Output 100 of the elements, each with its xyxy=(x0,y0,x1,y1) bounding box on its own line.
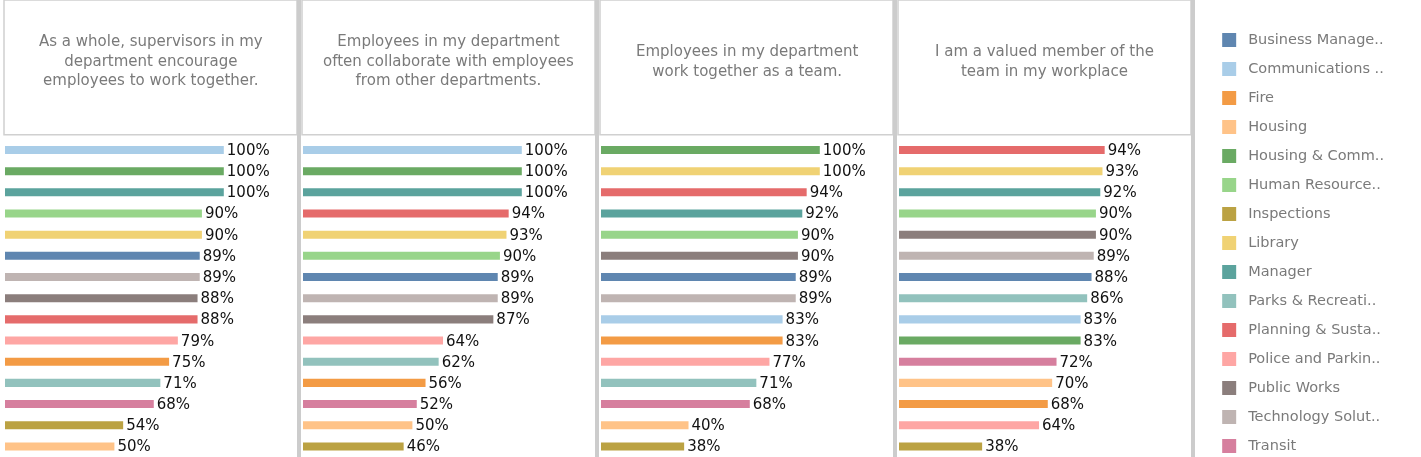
bar xyxy=(601,230,798,239)
bar xyxy=(601,294,796,303)
data-label: 88% xyxy=(200,289,234,308)
data-label: 75% xyxy=(172,352,206,371)
data-label: 56% xyxy=(428,373,462,392)
data-label: 68% xyxy=(156,395,191,414)
bar xyxy=(601,400,750,409)
bar xyxy=(5,378,161,387)
chart-title: Employees in my department work together as a team. xyxy=(636,42,859,80)
data-label: 92% xyxy=(805,204,839,223)
category-label: Inspections xyxy=(1238,204,1331,221)
data-label: 86% xyxy=(1090,289,1124,308)
data-label: 93% xyxy=(509,225,543,244)
data-label: 52% xyxy=(419,395,454,414)
category-label: Business Manage.. xyxy=(1238,30,1384,47)
data-label: 100% xyxy=(226,162,270,181)
data-label: 46% xyxy=(406,437,440,456)
bar xyxy=(899,400,1048,409)
bar xyxy=(303,442,404,451)
data-label: 64% xyxy=(446,331,480,350)
bar xyxy=(5,336,178,345)
category-label: Manager xyxy=(1238,262,1312,279)
data-label: 71% xyxy=(163,373,197,392)
data-label: 94% xyxy=(809,183,844,202)
data-label: 83% xyxy=(1083,310,1117,329)
data-label: 89% xyxy=(798,289,833,308)
bar xyxy=(303,188,522,197)
bar xyxy=(899,315,1081,324)
bar xyxy=(303,378,426,387)
bar xyxy=(899,251,1094,260)
category-label: Planning & Susta.. xyxy=(1238,320,1381,337)
bar xyxy=(5,145,224,154)
bar xyxy=(5,272,200,282)
data-label: 93% xyxy=(1105,162,1139,181)
category-label: Technology Solut.. xyxy=(1238,407,1381,424)
data-label: 94% xyxy=(511,204,546,223)
category-label: Fire xyxy=(1238,88,1275,105)
data-label: 50% xyxy=(117,437,151,456)
bar xyxy=(303,421,413,430)
category-label: Parks & Recreati.. xyxy=(1238,291,1377,308)
bar xyxy=(303,209,509,218)
data-label: 100% xyxy=(226,183,270,202)
data-label: 87% xyxy=(496,310,530,329)
data-label: 68% xyxy=(752,395,787,414)
bar xyxy=(601,421,689,430)
bar xyxy=(601,209,803,218)
bar xyxy=(5,188,224,197)
bar xyxy=(601,336,783,345)
data-label: 89% xyxy=(202,268,237,287)
bar xyxy=(601,251,798,260)
data-label: 90% xyxy=(1098,225,1133,244)
category-label: Police and Parkin.. xyxy=(1238,349,1381,366)
bar xyxy=(899,421,1040,430)
data-label: 64% xyxy=(1042,416,1076,435)
data-label: 79% xyxy=(180,331,215,350)
data-label: 72% xyxy=(1059,352,1093,371)
data-label: 90% xyxy=(800,246,835,265)
data-label: 92% xyxy=(1103,183,1137,202)
data-label: 100% xyxy=(822,140,866,159)
bar xyxy=(303,251,500,260)
bar xyxy=(899,378,1053,387)
data-label: 38% xyxy=(985,437,1019,456)
bar xyxy=(601,272,796,282)
data-label: 89% xyxy=(500,268,535,287)
data-label: 38% xyxy=(687,437,721,456)
bar xyxy=(899,336,1081,345)
data-label: 90% xyxy=(1098,204,1133,223)
bar xyxy=(303,315,494,324)
bar xyxy=(601,357,770,366)
data-label: 89% xyxy=(500,289,535,308)
bar xyxy=(899,209,1096,218)
bar xyxy=(899,294,1088,303)
category-label: Human Resource.. xyxy=(1238,175,1381,192)
bar xyxy=(303,400,417,409)
bar xyxy=(303,272,498,282)
bar xyxy=(5,209,202,218)
data-label: 40% xyxy=(691,416,725,435)
data-label: 90% xyxy=(800,225,835,244)
data-label: 90% xyxy=(204,225,239,244)
data-label: 50% xyxy=(415,416,449,435)
bar xyxy=(5,230,202,239)
bar xyxy=(899,357,1057,366)
category-label: Communications .. xyxy=(1238,59,1384,76)
data-label: 90% xyxy=(204,204,239,223)
chart-title: I am a valued member of the team in my workplace xyxy=(935,42,1154,80)
data-label: 89% xyxy=(202,246,237,265)
bar xyxy=(303,167,522,176)
bar xyxy=(5,400,154,409)
data-label: 68% xyxy=(1050,395,1085,414)
data-label: 83% xyxy=(785,310,819,329)
bar xyxy=(5,167,224,176)
bar xyxy=(601,145,820,154)
bar xyxy=(899,442,983,451)
bar xyxy=(899,145,1105,154)
bar xyxy=(601,378,757,387)
bar xyxy=(5,315,198,324)
data-label: 71% xyxy=(759,373,793,392)
bar xyxy=(5,421,124,430)
data-label: 100% xyxy=(524,140,568,159)
data-label: 83% xyxy=(1083,331,1117,350)
